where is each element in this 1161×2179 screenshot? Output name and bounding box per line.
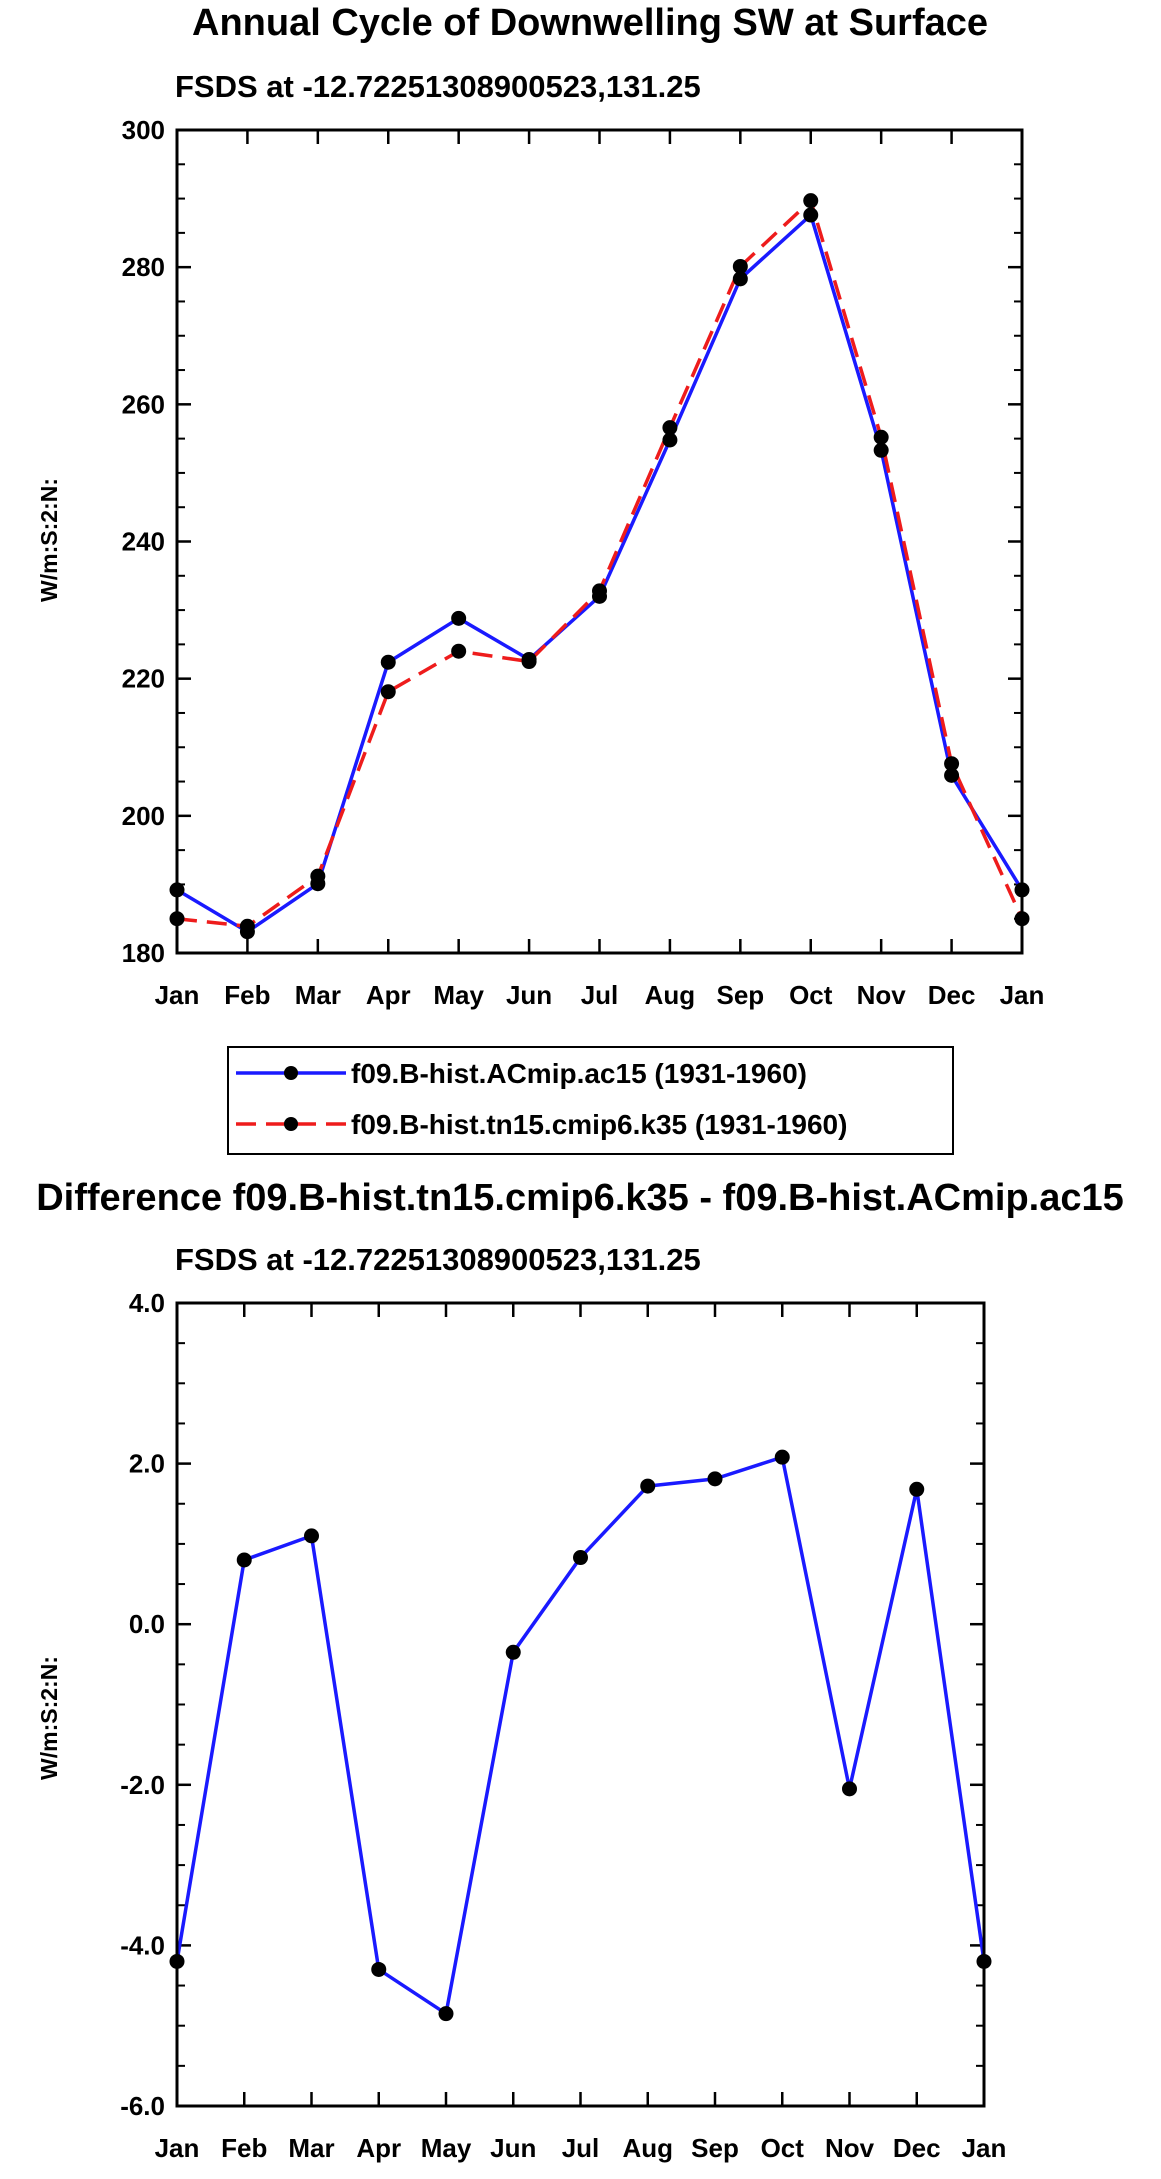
- panel2-x-tick-label: Sep: [691, 2133, 739, 2163]
- panel2-axes: Jan Feb Mar Apr May Jun Jul Aug Sep Oct Nov Dec Jan -…: [120, 1288, 1006, 2163]
- panel1-x-tick-label: Nov: [857, 980, 907, 1010]
- panel1-data-point-1: [873, 429, 889, 445]
- panel2-x-tick-label: Nov: [825, 2133, 875, 2163]
- panel2-y-tick-label: 0.0: [129, 1609, 165, 1639]
- panel1-y-tick-label: 220: [122, 664, 165, 694]
- panel2-data-point-0: [236, 1552, 252, 1568]
- panel2-x-tick-label: Mar: [288, 2133, 334, 2163]
- panel1-data-point-1: [732, 258, 748, 274]
- legend: f09.B-hist.ACmip.ac15 (1931-1960) f09.B-…: [227, 1046, 954, 1155]
- panel1-series-line-0: [176, 213, 1024, 934]
- panel1-y-tick-label: 180: [122, 938, 165, 968]
- annual-cycle-panel: Annual Cycle of Downwelling SW at Surfac…: [36, 2, 1044, 1010]
- panel2-data-point-0: [842, 1781, 857, 1797]
- panel2-x-tick-label: Aug: [622, 2133, 673, 2163]
- panel1-data-point-1: [662, 420, 678, 436]
- panel2-y-tick-label: -6.0: [120, 2091, 165, 2121]
- panel1-x-tick-label: Aug: [645, 980, 696, 1010]
- panel2-data-point-0: [371, 1961, 387, 1977]
- panel2-x-tick-label: Jul: [562, 2133, 600, 2163]
- panel1-y-tick-label: 280: [122, 252, 165, 282]
- panel2-x-tick-label: Apr: [356, 2133, 401, 2163]
- panel1-x-tick-label: Mar: [295, 980, 341, 1010]
- panel1-x-tick-label: Apr: [366, 980, 411, 1010]
- panel1-x-tick-label: Jan: [1000, 980, 1045, 1010]
- panel1-data-point-0: [803, 207, 819, 223]
- panel1-subtitle: FSDS at -12.72251308900523,131.25: [175, 69, 701, 104]
- panel2-x-tick-label: Dec: [893, 2133, 941, 2163]
- panel2-series-line-0: [175, 1455, 986, 2016]
- panel1-x-tick-label: May: [433, 980, 484, 1010]
- panel1-data-point-1: [239, 918, 255, 934]
- panel1-y-tick-label: 240: [122, 527, 165, 557]
- panel2-data-point-0: [304, 1528, 319, 1544]
- panel1-data-point-1: [521, 654, 537, 670]
- panel1-data-point-0: [873, 442, 889, 458]
- panel2-x-tick-label: May: [421, 2133, 472, 2163]
- panel2-x-tick-label: Jan: [155, 2133, 200, 2163]
- panel1-series: [169, 193, 1030, 940]
- panel2-data-point-0: [573, 1550, 588, 1566]
- panel1-x-tick-label: Jun: [506, 980, 552, 1010]
- panel1-x-tick-label: Jul: [581, 980, 619, 1010]
- legend-box: [227, 1046, 954, 1155]
- panel2-data-point-0: [707, 1471, 723, 1487]
- panel2-y-tick-label: -2.0: [120, 1770, 165, 1800]
- panel2-y-tick-label: 2.0: [129, 1449, 165, 1479]
- difference-panel: Difference f09.B-hist.tn15.cmip6.k35 - f…: [36, 1177, 1124, 2163]
- panel1-y-tick-label: 300: [122, 115, 165, 145]
- panel1-y-tick-label: 260: [122, 389, 165, 419]
- panel2-data-point-0: [909, 1481, 925, 1497]
- panel2-x-tick-label: Jun: [490, 2133, 536, 2163]
- panel2-subtitle: FSDS at -12.72251308900523,131.25: [175, 1242, 701, 1277]
- panel1-data-point-0: [451, 610, 467, 626]
- panel1-series-line-1: [176, 198, 1024, 929]
- panel1-title: Annual Cycle of Downwelling SW at Surfac…: [192, 2, 988, 44]
- legend-marker-1: [284, 1117, 298, 1131]
- panel1-data-point-0: [662, 432, 678, 448]
- panel1-data-point-0: [380, 654, 396, 670]
- legend-label-0: f09.B-hist.ACmip.ac15 (1931-1960): [351, 1058, 807, 1089]
- panel2-x-tick-label: Jan: [962, 2133, 1007, 2163]
- panel1-data-point-1: [451, 643, 467, 659]
- panel2-data-point-0: [774, 1449, 790, 1465]
- panel1-data-point-1: [310, 868, 326, 884]
- panel2-y-tick-label: -4.0: [120, 1930, 165, 1960]
- panel2-y-tick-label: 4.0: [129, 1288, 165, 1318]
- panel2-plot-frame: [175, 1301, 986, 2108]
- panel2-data-point-0: [640, 1478, 656, 1494]
- panel2-data-point-0: [505, 1644, 521, 1660]
- panel1-data-point-1: [803, 193, 819, 209]
- panel2-data-point-0: [438, 2006, 454, 2022]
- panel2-y-axis-label: W/m:S:2:N:: [36, 1656, 62, 1780]
- panel1-data-point-1: [944, 756, 960, 772]
- panel1-axes: Jan Feb Mar Apr May Jun Jul Aug Sep Oct Nov Dec Jan 1…: [122, 115, 1045, 1010]
- panel1-x-tick-label: Dec: [928, 980, 976, 1010]
- panel2-title: Difference f09.B-hist.tn15.cmip6.k35 - f…: [36, 1177, 1124, 1219]
- panel1-data-point-1: [380, 684, 396, 700]
- panel1-x-tick-label: Jan: [155, 980, 200, 1010]
- panel1-x-tick-label: Feb: [224, 980, 270, 1010]
- panel1-data-point-1: [592, 583, 607, 599]
- panel1-data-point-0: [732, 271, 748, 287]
- panel1-data-point-0: [944, 767, 960, 783]
- panel1-x-tick-label: Oct: [789, 980, 833, 1010]
- legend-label-1: f09.B-hist.tn15.cmip6.k35 (1931-1960): [351, 1109, 847, 1140]
- panel2-x-tick-label: Oct: [761, 2133, 805, 2163]
- panel1-y-axis-label: W/m:S:2:N:: [36, 478, 62, 602]
- panel2-x-tick-label: Feb: [221, 2133, 267, 2163]
- panel1-x-tick-label: Sep: [716, 980, 764, 1010]
- panel1-y-tick-label: 200: [122, 801, 165, 831]
- legend-marker-0: [284, 1066, 298, 1080]
- panel1-plot-frame: [175, 128, 1024, 955]
- panel2-series: [169, 1449, 992, 2022]
